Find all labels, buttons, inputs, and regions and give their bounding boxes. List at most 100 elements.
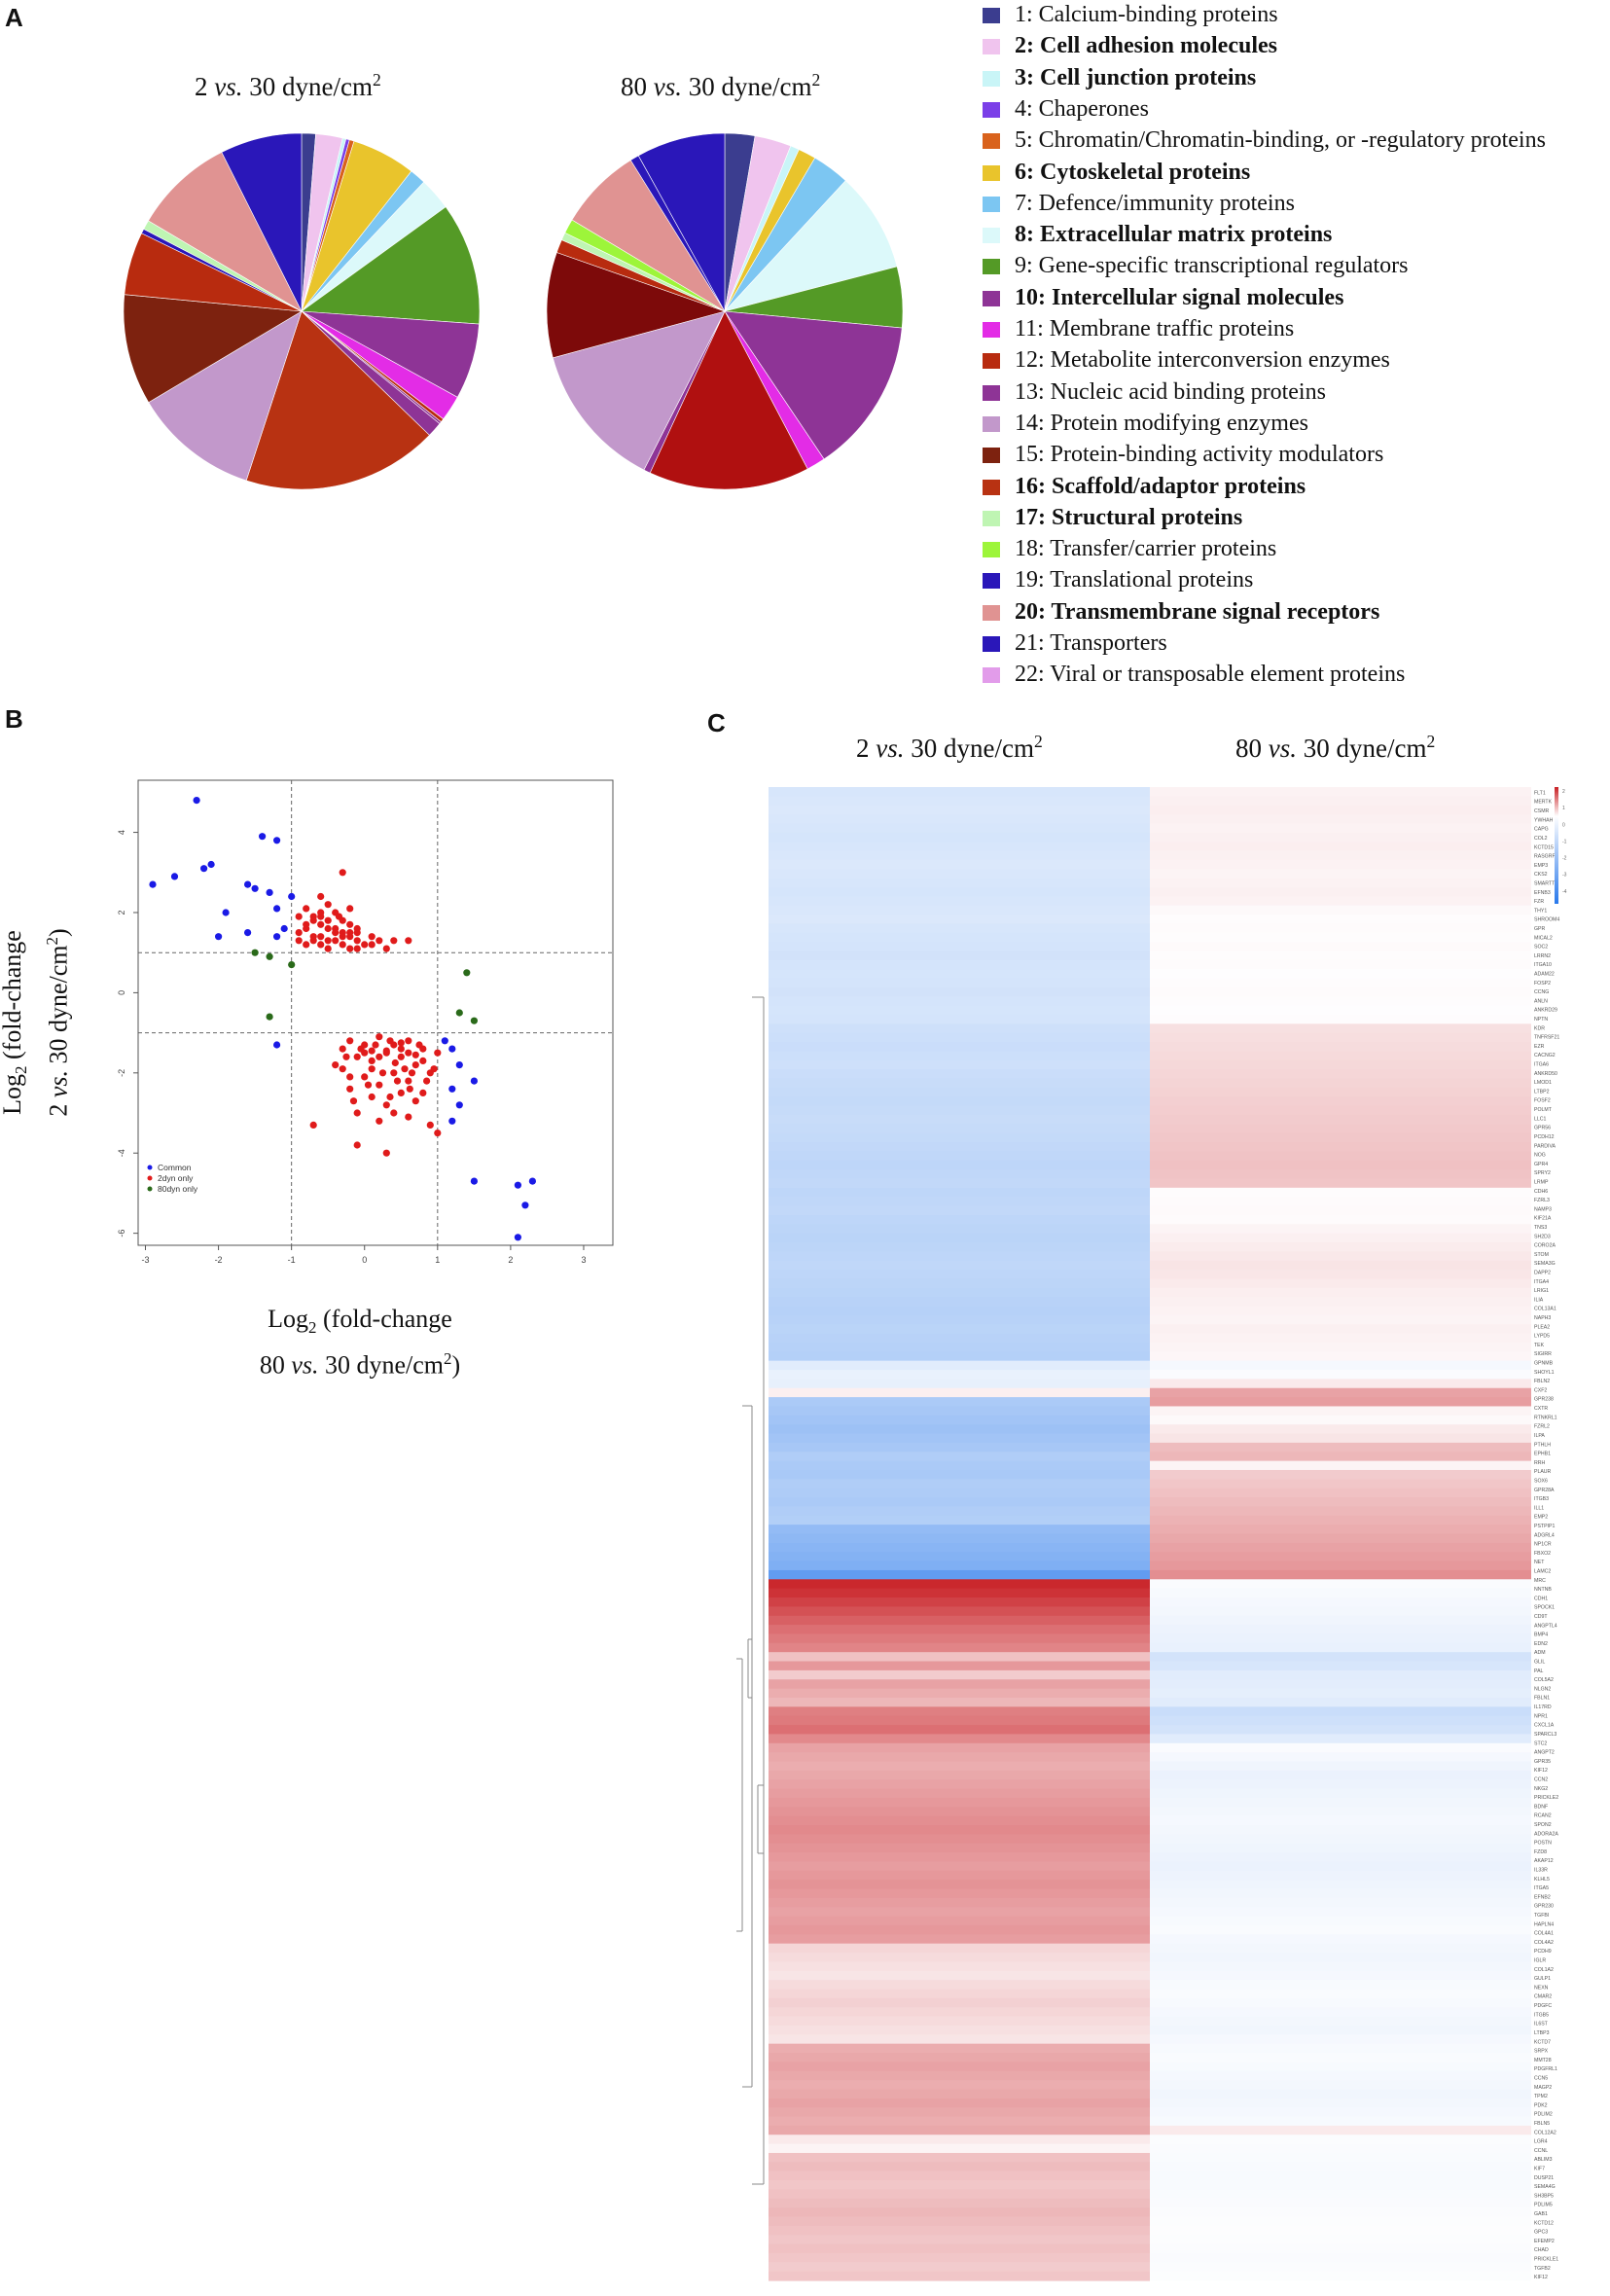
scatter-x-axis-label: Log2 (fold-change 80 vs. 30 dyne/cm2) [259,1305,461,1380]
heatmap-cell-col2 [1150,1934,1531,1945]
point-2dyn-only [386,1093,394,1101]
heatmap-cell-col1 [769,1633,1150,1644]
heatmap-cell-col1 [769,1779,1150,1790]
heatmap-row-label: ADM [1534,1650,1546,1656]
heatmap-cell-col2 [1150,1669,1531,1680]
point-2dyn-only [309,916,317,924]
heatmap-cell-col2 [1150,1542,1531,1553]
heatmap-row-label: LAMC2 [1534,1569,1551,1575]
heatmap-row-label: COL4A2 [1534,1940,1554,1946]
heatmap-row-label: SHOYL1 [1534,1370,1555,1376]
heatmap-cell-col1 [769,1197,1150,1207]
heatmap-cell-col2 [1150,1397,1531,1408]
heatmap-row-label: CXCL1A [1534,1723,1555,1729]
point-2dyn-only [353,1109,361,1117]
point-2dyn-only [391,1058,399,1067]
heatmap-cell-col1 [769,1569,1150,1580]
heatmap-cell-col1 [769,1424,1150,1435]
heatmap-cell-col2 [1150,878,1531,888]
point-2dyn-only [339,1065,346,1073]
heatmap-row-label: EFEMP2 [1534,2239,1555,2244]
heatmap-cell-col1 [769,1032,1150,1043]
point-2dyn-only [317,920,325,928]
point-common [244,880,252,888]
heatmap-cell-col1 [769,1997,1150,2008]
heatmap-cell-col1 [769,1433,1150,1444]
point-2dyn-only [353,1141,361,1149]
legend-swatch [983,228,1000,244]
heatmap-cell-col2 [1150,1224,1531,1235]
heatmap-cell-col1 [769,996,1150,1007]
heatmap-cell-col1 [769,1552,1150,1562]
heatmap-row-label: BDNF [1534,1804,1548,1810]
heatmap-row-label: CKS2 [1534,872,1548,878]
heatmap-cell-col1 [769,2098,1150,2108]
heatmap-row-label: PLEA2 [1534,1324,1550,1330]
heatmap-cell-col2 [1150,1042,1531,1053]
heatmap-cell-col1 [769,2262,1150,2273]
heatmap-row-label: MERTK [1534,800,1553,806]
heatmap-cell-col2 [1150,805,1531,815]
heatmap-row-label: RRH [1534,1460,1545,1466]
heatmap-row-label: GPR238 [1534,1397,1554,1403]
heatmap-cell-col2 [1150,2016,1531,2027]
pie-right-title: 80 vs. 30 dyne/cm2 [621,70,821,101]
point-2dyn-only [368,1057,376,1064]
heatmap-cell-col1 [769,1387,1150,1398]
heatmap-cell-col2 [1150,1297,1531,1308]
point-2dyn-only [411,1097,419,1105]
point-2dyn-only [309,933,317,941]
heatmap-row-label: SEMA4G [1534,2184,1556,2190]
heatmap-cell-col2 [1150,959,1531,970]
legend-label: 15: Protein-binding activity modulators [1015,442,1384,468]
heatmap-cell-col2 [1150,1515,1531,1525]
heatmap-cell-col2 [1150,2043,1531,2054]
point-2dyn-only [346,920,354,928]
heatmap-row-label: KCTD7 [1534,2039,1551,2045]
heatmap-cell-col1 [769,814,1150,825]
heatmap-cell-col1 [769,1561,1150,1571]
heatmap-cell-col1 [769,886,1150,897]
legend-label: 16: Scaffold/adaptor proteins [1015,473,1306,499]
heatmap-cell-col1 [769,869,1150,879]
heatmap-cell-col1 [769,1497,1150,1508]
scale-tick-label: -2 [1562,856,1567,862]
heatmap-row-label: TGFBI [1534,1913,1549,1919]
pie-chart-80-vs-30 [546,132,904,490]
pie-slice-12 [552,310,726,471]
point-2dyn-only [346,945,354,952]
heatmap-cell-col1 [769,2043,1150,2054]
heatmap-cell-col2 [1150,886,1531,897]
heatmap-cell-col1 [769,805,1150,815]
point-2dyn-only [346,933,354,941]
heatmap-row-label: ADAM22 [1534,972,1555,978]
heatmap-row-label: CORO2A [1534,1243,1556,1249]
heatmap-cell-col2 [1150,2098,1531,2108]
heatmap-row-label: SHROOM4 [1534,917,1559,923]
heatmap-row-label: GPR4 [1534,1162,1548,1167]
heatmap-cell-col2 [1150,1460,1531,1471]
pie-slice-22 [221,132,303,312]
point-2dyn-only [303,905,310,913]
heatmap-cell-col1 [769,1989,1150,1999]
heatmap-cell-col2 [1150,1742,1531,1753]
point-common [273,837,281,844]
heatmap-row-label: ILIA [1534,1297,1544,1303]
point-common [455,1101,463,1109]
pie-slice-9 [301,206,481,325]
heatmap-cell-col2 [1150,932,1531,943]
heatmap-row-label: ITGA4 [1534,1279,1549,1285]
heatmap-cell-col2 [1150,1943,1531,1954]
point-2dyn-only [376,1117,383,1125]
legend-swatch [983,510,1000,526]
heatmap-row-label: MMT28 [1534,2058,1552,2063]
x-tick-label: 3 [581,1255,586,1265]
heatmap-row-label: CDH1 [1534,1596,1548,1601]
scatter-legend-label: Common [158,1163,192,1172]
heatmap-row-label: EFNB3 [1534,890,1551,896]
heatmap-cell-col1 [769,1287,1150,1298]
point-common [273,933,281,941]
heatmap-row-label: FZR [1534,899,1544,905]
heatmap-row-label: SH2D3 [1534,1234,1551,1239]
scatter-legend-label: 2dyn only [158,1173,194,1183]
